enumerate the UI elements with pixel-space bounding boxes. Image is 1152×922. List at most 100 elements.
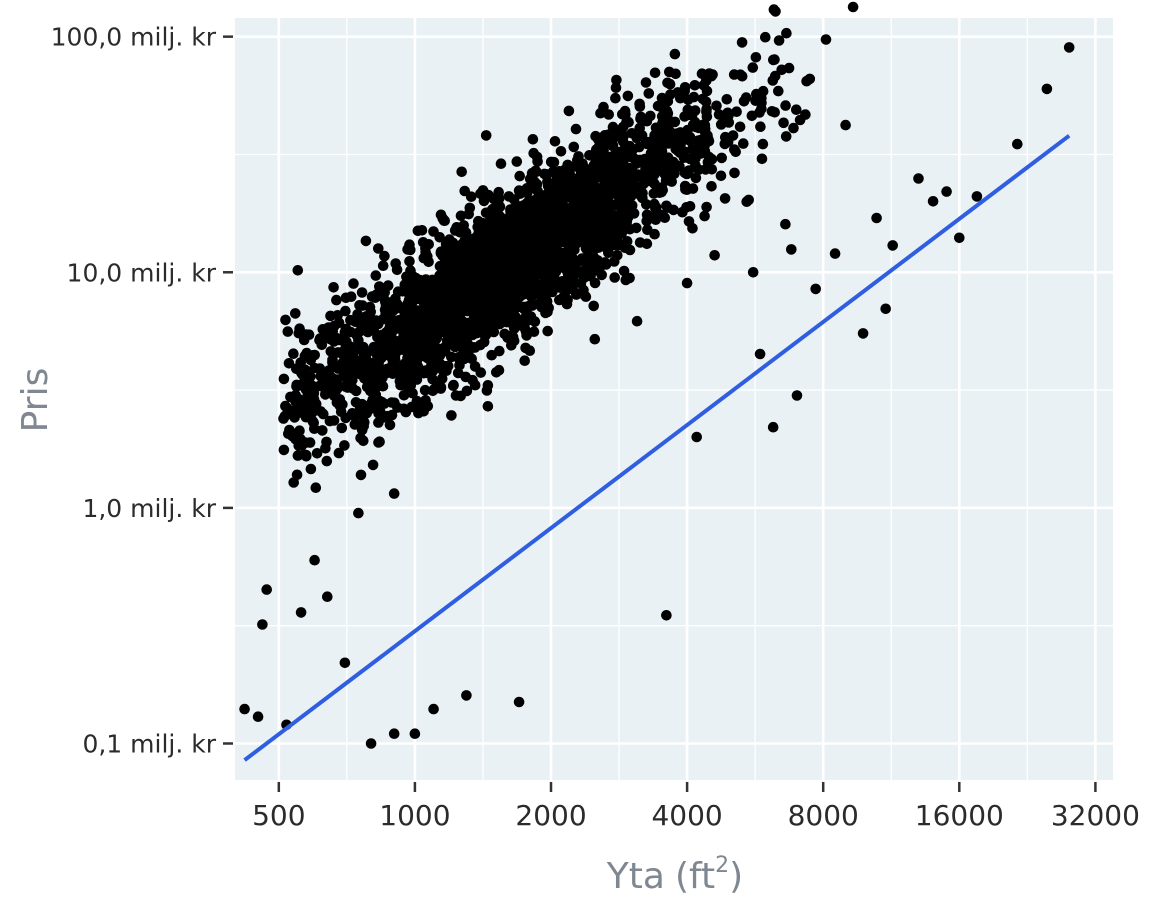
data-point [432,381,444,392]
data-point [455,210,467,222]
data-point [689,80,701,91]
data-point [353,507,364,519]
data-point [380,301,392,312]
x-axis-title-name: Yta [606,856,665,897]
data-point [502,280,514,292]
data-point [308,417,320,429]
data-point [407,320,419,332]
data-point [392,402,403,413]
data-point [391,264,403,276]
data-point [348,278,359,289]
data-point [358,420,370,432]
data-point [776,64,787,76]
data-point [610,92,621,104]
data-point [719,193,731,204]
data-point [261,584,273,595]
data-point [563,105,575,117]
data-point [541,193,552,205]
data-point [701,111,713,122]
data-point [365,738,377,749]
data-point [469,342,481,353]
data-point [769,70,781,82]
data-point [640,115,651,126]
data-point [700,127,711,138]
data-point [303,329,315,341]
data-point [880,303,891,315]
data-point [511,156,523,167]
data-point [494,318,505,330]
data-point [580,291,592,303]
x-tick-label: 2000 [515,799,586,832]
data-point [649,67,661,79]
data-point [305,371,316,382]
data-point [659,169,671,180]
data-point [453,353,465,365]
data-point [665,134,677,146]
data-point [514,170,525,182]
data-point [621,117,632,128]
y-tick-label: 100,0 milj. kr [51,23,217,52]
data-point [453,259,464,270]
data-point [426,307,438,319]
data-point [328,378,340,390]
data-point [388,334,400,346]
data-point [295,607,307,618]
data-point [441,281,453,292]
data-point [760,31,771,43]
data-point [588,214,600,226]
data-point [871,212,882,224]
data-point [356,320,367,331]
data-point [543,302,554,314]
data-point [773,85,784,97]
data-point [588,159,600,171]
data-point [370,357,381,368]
data-point [791,390,803,401]
data-point [631,155,642,166]
data-point [425,355,437,366]
data-point [679,85,690,97]
data-point [689,116,701,128]
data-point [458,267,470,279]
data-point [681,184,693,195]
data-point [396,303,407,315]
data-point [750,95,761,106]
data-point [404,365,415,376]
data-point [643,88,655,99]
data-point [412,225,424,237]
x-axis-title-unit-close: ) [729,856,743,897]
data-point [633,141,645,153]
data-point [572,256,583,267]
data-point [611,74,622,86]
data-point [642,175,654,187]
data-point [601,163,612,174]
data-point [754,348,766,360]
data-point [345,314,356,326]
data-point [650,202,662,213]
data-point [470,282,481,293]
data-point [592,255,603,266]
data-point [480,130,492,141]
data-point [736,37,748,48]
data-point [697,93,709,105]
y-axis: 0,1 milj. kr 1,0 milj. kr 10,0 milj. kr 100… [51,23,233,759]
data-point [423,324,435,335]
data-point [954,232,965,244]
data-point [711,100,722,112]
data-point [409,288,421,300]
data-point [510,214,522,226]
data-point [252,711,264,722]
data-point [288,477,300,488]
data-point [427,365,439,377]
data-point [857,328,869,339]
data-point [305,463,317,475]
data-point [482,401,494,412]
data-point [618,265,630,277]
data-point [491,194,502,205]
data-point [702,156,714,168]
data-point [560,182,572,193]
data-point [295,433,306,445]
data-point [527,134,539,145]
data-point [1012,138,1023,150]
data-point [419,384,431,396]
data-point [589,243,600,255]
